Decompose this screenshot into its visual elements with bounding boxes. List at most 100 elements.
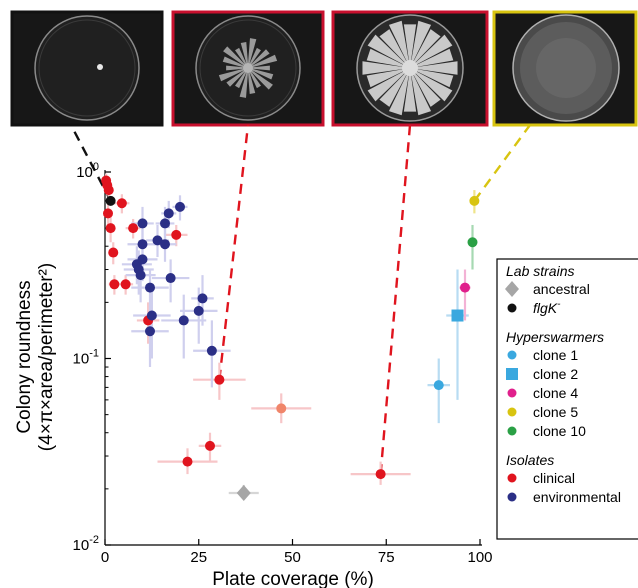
data-point [146,310,157,321]
colony-arm [415,61,458,75]
data-point [206,345,217,356]
data-point [460,282,470,293]
colony-arm [249,47,261,65]
data-point [109,279,120,290]
colony-arm [366,48,405,67]
colony-center [402,60,418,76]
data-point [145,326,155,337]
legend-label: clinical [533,470,575,486]
data-point [467,237,478,248]
legend-label: clone 5 [533,404,578,420]
legend-label: clone 4 [533,385,578,401]
colony-arm [362,61,405,75]
data-point [135,270,146,281]
legend-label: clone 2 [533,366,578,382]
data-point [105,195,116,206]
colony-arm [247,71,256,94]
legend-marker [506,368,518,380]
legend-label: flgK- [533,299,561,316]
data-point [137,218,148,229]
data-point [103,208,113,219]
colony-arm [411,20,432,63]
x-tick-label: 75 [378,549,395,566]
data-point [160,239,170,250]
y-axis-title: Colony roundness (4×π×area/perimeter²) [14,263,57,451]
colony-arm [367,34,406,66]
legend-marker [507,473,517,483]
data-point [105,223,116,234]
legend-marker [505,281,519,297]
colony-arm [250,69,273,90]
callout-lines [69,124,531,475]
colony-arm [403,24,417,63]
colony-center [243,63,253,73]
legend-marker [507,407,517,417]
colony-arm [250,49,270,67]
colony-arm [412,72,441,107]
colony-arm [379,72,408,107]
y-ticks: 100 10-1 10-2 [73,161,111,554]
colony-arm [226,69,246,87]
data-point [171,229,182,240]
data-point [182,456,193,467]
colony-arm [251,54,278,68]
colony-arm [379,29,408,64]
y-tick-label: 10-2 [73,534,99,554]
colony-arm [223,46,246,67]
colony-arm [247,38,257,65]
legend-marker [507,388,517,398]
x-tick-label: 25 [190,549,207,566]
data-point [451,309,464,322]
colony-arm [411,73,432,116]
colony-arm [366,69,405,88]
colony-arm [218,68,245,82]
data-point [276,403,287,414]
y-axis-title-line2: (4×π×area/perimeter²) [36,263,57,451]
colony-arm [415,69,454,88]
colony-arm [414,70,453,102]
axes: 100 10-1 10-2 0 25 50 75 100 [73,161,493,566]
colony-arm [388,20,409,63]
callout-line [218,124,250,380]
callout-line [379,124,412,475]
data-point [108,247,119,258]
legend-label: clone 10 [533,423,586,439]
plate-image-clinical-large [331,10,489,127]
legend-items: Lab strains ancestral flgK- Hyperswarmers cl… [505,263,621,505]
data-point [178,315,189,326]
colony-arm [388,73,409,116]
legend-label: ancestral [533,281,590,297]
colony-arm [412,29,441,64]
data-points [101,175,480,502]
data-point [205,440,215,451]
y-axis-title-line1: Colony roundness [14,280,35,433]
data-point [165,273,176,284]
x-ticks: 0 25 50 75 100 [101,539,493,566]
data-point [116,198,127,209]
plate-image-clinical-small [171,10,325,127]
data-point [160,218,170,229]
data-point [193,305,204,316]
data-point [137,254,148,265]
x-axis-title: Plate coverage (%) [212,569,374,588]
colony-arm [240,42,249,65]
colony-arm [367,70,406,102]
colony-pattern-small [218,38,278,98]
legend: Lab strains ancestral flgK- Hyperswarmers cl… [496,258,638,540]
data-point [163,208,174,219]
colony-arm [414,34,453,66]
data-point [145,282,155,293]
colony-arm [403,73,417,112]
x-tick-label: 100 [467,549,492,566]
data-point [175,201,185,212]
colony-arm [239,71,249,98]
colony-arm [235,71,247,89]
data-point [433,380,444,391]
data-point [128,223,139,234]
colony-arm [251,65,270,71]
data-point [236,485,251,502]
data-point [120,279,131,290]
data-point [197,293,208,304]
x-tick-label: 50 [284,549,301,566]
